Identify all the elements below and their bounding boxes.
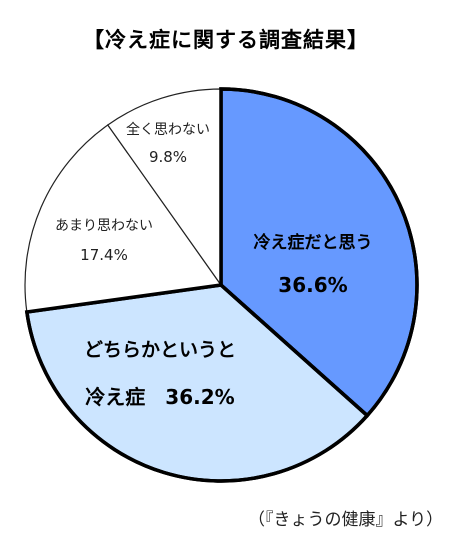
source-note: （『きょうの健康』より） <box>248 510 444 530</box>
chart-title: 【冷え症に関する調査結果】 <box>83 28 369 52</box>
slice-label-4-line-2: 9.8% <box>149 148 187 166</box>
slice-label-2-line-2: 冷え症 36.2% <box>85 385 234 409</box>
pie-slice-outline-1 <box>219 87 419 419</box>
pie-slice-4 <box>106 88 222 287</box>
slice-label-1-line-2: 36.6% <box>278 273 347 297</box>
pie-slice-3 <box>24 124 223 313</box>
slice-label-1-line-1: 冷え症だと思う <box>254 232 373 253</box>
pie-slice-outline-2 <box>24 283 370 483</box>
slice-label-3-line-2: 17.4% <box>80 246 128 264</box>
slice-label-2-line-1: どちらかというと <box>84 339 236 361</box>
pie-slices <box>24 87 419 483</box>
slice-label-4-line-1: 全く思わない <box>126 121 210 138</box>
slice-label-3-line-1: あまり思わない <box>55 218 153 234</box>
